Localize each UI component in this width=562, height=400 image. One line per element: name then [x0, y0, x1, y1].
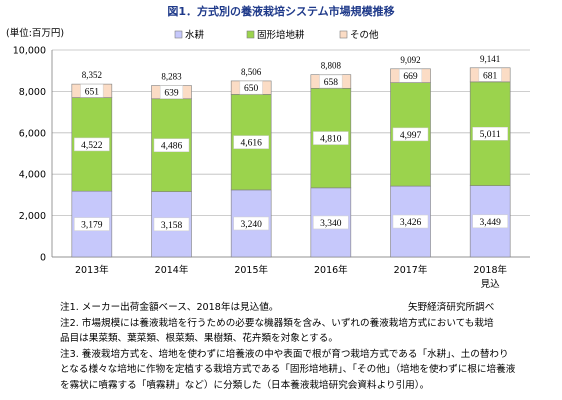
- total-label: 9,092: [400, 55, 420, 65]
- legend-swatch: [246, 30, 255, 39]
- legend: 水耕 固形培地耕 その他: [174, 29, 379, 41]
- data-label-box: [74, 217, 110, 231]
- data-label: 4,997: [400, 131, 422, 141]
- source-credit: 矢野経済研究所調べ: [408, 302, 495, 313]
- data-label: 3,240: [240, 220, 262, 230]
- data-label-box: [153, 217, 190, 232]
- data-label: 3,340: [320, 219, 342, 229]
- data-label: 658: [324, 78, 339, 88]
- x-tick-label: 2018年: [473, 264, 507, 276]
- total-label: 8,808: [321, 61, 342, 71]
- note-2-line-1: 注2. 市場規模には養液栽培を行うための必要な機器類を含み、いずれの養液栽培方式…: [60, 317, 494, 329]
- y-axis: 0 2,000 4,000 6,000 8,000 10,000: [13, 46, 530, 264]
- gridlines: [52, 49, 530, 258]
- legend-label: その他: [350, 29, 379, 41]
- y-tick-label: 10,000: [13, 46, 46, 57]
- x-tick-label: 2013年: [75, 264, 109, 276]
- y-tick-label: 4,000: [19, 170, 46, 181]
- data-label-box: [392, 127, 429, 142]
- bars: 3,179 4,522 651 8,352 3,158 4,486 639 8,283 3,24…: [71, 54, 511, 258]
- y-tick-label: 6,000: [19, 128, 46, 139]
- data-label-box: [233, 135, 269, 149]
- data-label-box: [313, 131, 349, 145]
- note-3-line-1: 注3. 養液栽培方式を、培地を使わずに培養液の中や表面で根が育つ栽培方式である「…: [60, 348, 509, 360]
- data-label: 639: [164, 89, 179, 99]
- total-label: 8,506: [241, 67, 262, 77]
- x-tick-sublabel: 見込: [481, 279, 501, 290]
- data-label-box: [239, 80, 263, 95]
- data-label-box: [233, 216, 269, 231]
- y-tick-label: 0: [40, 253, 46, 264]
- y-tick-label: 8,000: [19, 87, 46, 98]
- chart: 図1．方式別の養液栽培システム市場規模推移 (単位:百万円) 水耕 固形培地耕 その…: [6, 4, 530, 290]
- data-label: 4,522: [81, 141, 103, 151]
- data-label: 4,616: [240, 139, 262, 149]
- x-tick-label: 2014年: [155, 264, 189, 276]
- data-label: 3,426: [400, 218, 422, 228]
- data-label: 3,449: [479, 218, 501, 228]
- total-label: 8,283: [161, 72, 182, 82]
- note-3-line-2: となる様々な培地に作物を定植する栽培方式である「固形培地耕」、「その他」（培地を…: [60, 364, 516, 375]
- legend-label: 水耕: [185, 29, 205, 41]
- x-tick-label: 2016年: [314, 264, 348, 276]
- data-label-box: [313, 215, 349, 230]
- data-label: 3,179: [81, 221, 103, 231]
- data-label-box: [472, 126, 508, 141]
- data-label-box: [478, 68, 502, 82]
- legend-label: 固形培地耕: [257, 29, 305, 41]
- note-1: 注1. メーカー出荷金額ベース、2018年は見込値。: [60, 302, 279, 313]
- data-label: 4,486: [161, 142, 183, 152]
- data-label-box: [153, 138, 190, 152]
- note-2-line-2: 品目は果菜類、葉菜類、根菜類、果樹類、花卉類を対象とする。: [60, 333, 338, 344]
- legend-swatch: [174, 30, 183, 39]
- data-label: 4,810: [320, 135, 342, 145]
- data-label: 681: [483, 71, 498, 81]
- data-label: 651: [85, 87, 100, 97]
- data-label-box: [74, 137, 110, 152]
- data-label-box: [398, 68, 423, 83]
- data-label-box: [159, 85, 184, 99]
- x-tick-label: 2017年: [394, 264, 428, 276]
- x-tick-label: 2015年: [234, 264, 268, 276]
- data-label: 5,011: [480, 130, 501, 140]
- data-label: 3,158: [161, 221, 183, 231]
- data-label-box: [319, 74, 343, 89]
- y-axis-label: (単位:百万円): [6, 27, 64, 39]
- total-label: 8,352: [82, 70, 102, 80]
- data-label-box: [392, 214, 429, 229]
- chart-title: 図1．方式別の養液栽培システム市場規模推移: [167, 4, 394, 18]
- data-label-box: [472, 214, 508, 229]
- y-tick-label: 2,000: [19, 211, 46, 222]
- data-label: 669: [403, 72, 418, 82]
- data-label: 650: [244, 84, 259, 94]
- data-label-box: [80, 84, 104, 98]
- footnotes: 注1. メーカー出荷金額ベース、2018年は見込値。 矢野経済研究所調べ 注2.…: [60, 300, 558, 393]
- note-3-line-3: を霧状に噴霧する「噴霧耕」など）に分類した（日本養液栽培研究会資料より引用）。: [60, 379, 430, 391]
- total-label: 9,141: [480, 54, 500, 64]
- legend-swatch: [339, 30, 348, 39]
